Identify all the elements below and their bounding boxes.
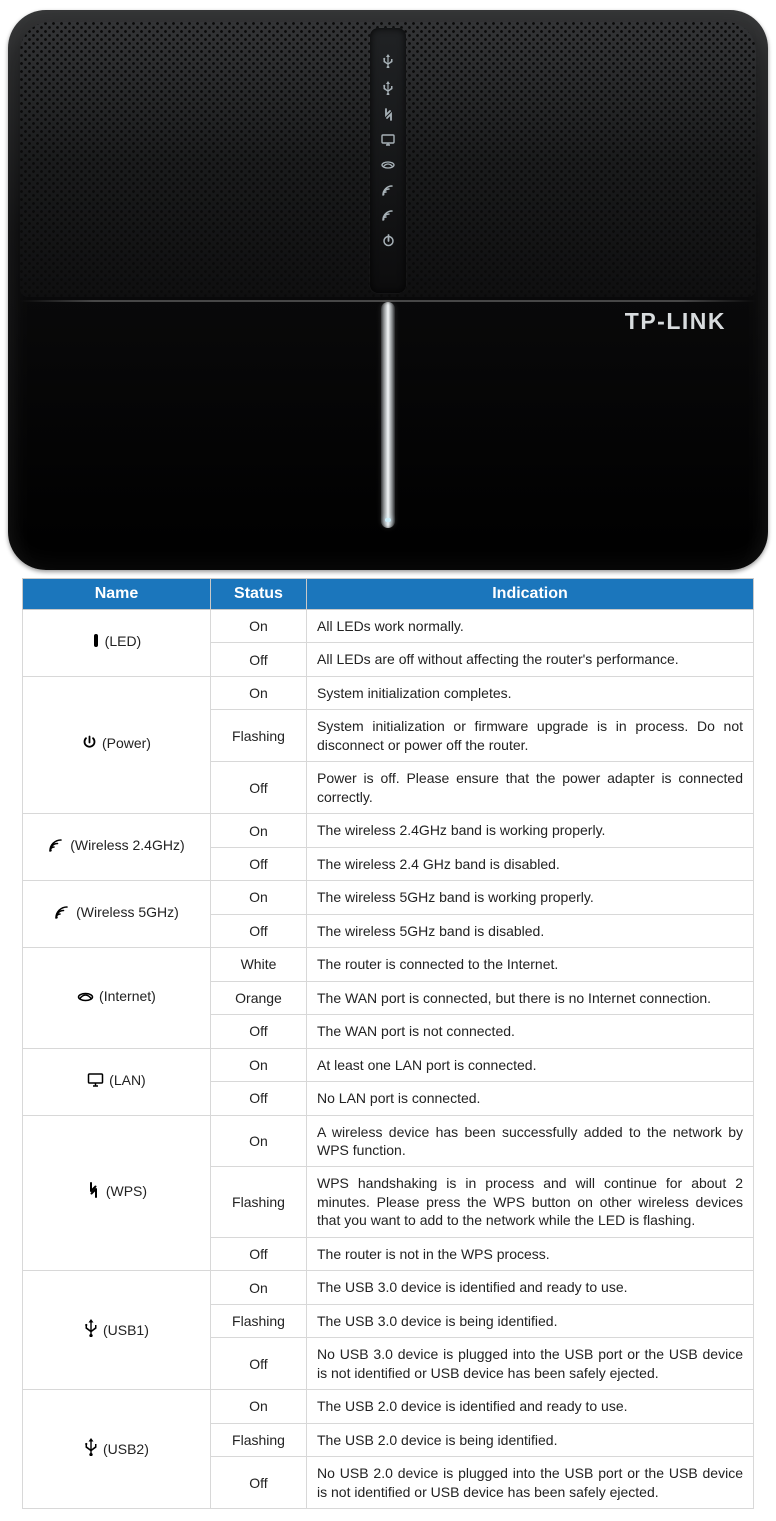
- status-cell: On: [211, 1390, 307, 1423]
- indication-cell: The WAN port is connected, but there is …: [307, 981, 754, 1014]
- router-antenna-slot: [381, 302, 395, 528]
- indication-cell: The wireless 5GHz band is working proper…: [307, 881, 754, 914]
- wps-led-icon: [382, 108, 395, 123]
- wifi-led-icon: [381, 184, 395, 198]
- status-cell: Off: [211, 1082, 307, 1115]
- row-label: (Power): [102, 735, 151, 751]
- usb-led-icon: [382, 81, 394, 97]
- indication-cell: The USB 2.0 device is identified and rea…: [307, 1390, 754, 1423]
- status-cell: White: [211, 948, 307, 981]
- indication-cell: System initialization or firmware upgrad…: [307, 710, 754, 762]
- power-led-icon: [382, 234, 395, 249]
- name-cell: (Power): [23, 676, 211, 813]
- status-cell: Off: [211, 643, 307, 676]
- status-cell: Off: [211, 1015, 307, 1048]
- indication-cell: The router is connected to the Internet.: [307, 948, 754, 981]
- indication-cell: The USB 3.0 device is being identified.: [307, 1304, 754, 1337]
- status-cell: Off: [211, 1457, 307, 1509]
- row-label: (USB2): [103, 1441, 149, 1457]
- status-cell: On: [211, 1115, 307, 1167]
- status-cell: Off: [211, 1237, 307, 1270]
- status-cell: Off: [211, 847, 307, 880]
- status-cell: On: [211, 814, 307, 847]
- name-cell: (WPS): [23, 1115, 211, 1271]
- lan-led-icon: [381, 134, 395, 148]
- row-icon: [54, 905, 71, 924]
- indication-cell: The router is not in the WPS process.: [307, 1237, 754, 1270]
- status-cell: Flashing: [211, 1304, 307, 1337]
- status-cell: Off: [211, 914, 307, 947]
- indication-cell: Power is off. Please ensure that the pow…: [307, 762, 754, 814]
- table-row: (Wireless 2.4GHz)OnThe wireless 2.4GHz b…: [23, 814, 754, 847]
- internet-led-icon: [381, 159, 395, 173]
- status-cell: On: [211, 1271, 307, 1304]
- name-cell: (LED): [23, 610, 211, 677]
- table-row: (USB1)OnThe USB 3.0 device is identified…: [23, 1271, 754, 1304]
- name-cell: (USB1): [23, 1271, 211, 1390]
- name-cell: (Internet): [23, 948, 211, 1048]
- indication-cell: No USB 2.0 device is plugged into the US…: [307, 1457, 754, 1509]
- status-cell: On: [211, 676, 307, 709]
- wifi-led-icon: [381, 209, 395, 223]
- status-cell: Flashing: [211, 1423, 307, 1456]
- col-name: Name: [23, 579, 211, 610]
- row-icon: [84, 1319, 98, 1342]
- indication-cell: All LEDs work normally.: [307, 610, 754, 643]
- table-row: (USB2)OnThe USB 2.0 device is identified…: [23, 1390, 754, 1423]
- name-cell: (LAN): [23, 1048, 211, 1115]
- row-label: (Internet): [99, 988, 156, 1004]
- indication-cell: No USB 3.0 device is plugged into the US…: [307, 1338, 754, 1390]
- status-cell: Off: [211, 1338, 307, 1390]
- row-label: (LAN): [109, 1072, 146, 1088]
- col-status: Status: [211, 579, 307, 610]
- indication-cell: System initialization completes.: [307, 676, 754, 709]
- indication-cell: The USB 3.0 device is identified and rea…: [307, 1271, 754, 1304]
- status-cell: Off: [211, 762, 307, 814]
- row-label: (Wireless 2.4GHz): [70, 837, 184, 853]
- indication-cell: The wireless 5GHz band is disabled.: [307, 914, 754, 947]
- indication-cell: The USB 2.0 device is being identified.: [307, 1423, 754, 1456]
- router-image: TP-LINK: [8, 10, 768, 570]
- table-row: (WPS)OnA wireless device has been succes…: [23, 1115, 754, 1167]
- status-cell: On: [211, 1048, 307, 1081]
- status-cell: Flashing: [211, 710, 307, 762]
- table-row: (Power)OnSystem initialization completes…: [23, 676, 754, 709]
- row-icon: [82, 735, 97, 755]
- indication-cell: The wireless 2.4 GHz band is disabled.: [307, 847, 754, 880]
- indication-cell: All LEDs are off without affecting the r…: [307, 643, 754, 676]
- status-cell: On: [211, 610, 307, 643]
- status-cell: On: [211, 881, 307, 914]
- led-indication-table: Name Status Indication (LED)OnAll LEDs w…: [22, 578, 754, 1509]
- status-cell: Orange: [211, 981, 307, 1014]
- name-cell: (Wireless 5GHz): [23, 881, 211, 948]
- indication-cell: A wireless device has been successfully …: [307, 1115, 754, 1167]
- row-icon: [87, 1073, 104, 1092]
- row-label: (Wireless 5GHz): [76, 904, 179, 920]
- indication-cell: At least one LAN port is connected.: [307, 1048, 754, 1081]
- indication-cell: The WAN port is not connected.: [307, 1015, 754, 1048]
- row-label: (USB1): [103, 1322, 149, 1338]
- table-row: (LAN)OnAt least one LAN port is connecte…: [23, 1048, 754, 1081]
- indication-cell: The wireless 2.4GHz band is working prop…: [307, 814, 754, 847]
- usb-led-icon: [382, 54, 394, 70]
- row-label: (LED): [105, 633, 142, 649]
- row-label: (WPS): [106, 1183, 147, 1199]
- row-icon: [84, 1438, 98, 1461]
- row-icon: [48, 838, 65, 857]
- name-cell: (Wireless 2.4GHz): [23, 814, 211, 881]
- indication-cell: WPS handshaking is in process and will c…: [307, 1167, 754, 1237]
- table-row: (Wireless 5GHz)OnThe wireless 5GHz band …: [23, 881, 754, 914]
- router-brand-label: TP-LINK: [625, 308, 726, 335]
- indication-cell: No LAN port is connected.: [307, 1082, 754, 1115]
- table-row: (LED)OnAll LEDs work normally.: [23, 610, 754, 643]
- col-indication: Indication: [307, 579, 754, 610]
- row-icon: [86, 1182, 101, 1203]
- led-table-wrapper: Name Status Indication (LED)OnAll LEDs w…: [21, 578, 755, 1509]
- status-cell: Flashing: [211, 1167, 307, 1237]
- row-icon: [92, 633, 100, 653]
- name-cell: (USB2): [23, 1390, 211, 1509]
- table-row: (Internet)WhiteThe router is connected t…: [23, 948, 754, 981]
- router-led-strip: [370, 28, 406, 293]
- row-icon: [77, 989, 94, 1008]
